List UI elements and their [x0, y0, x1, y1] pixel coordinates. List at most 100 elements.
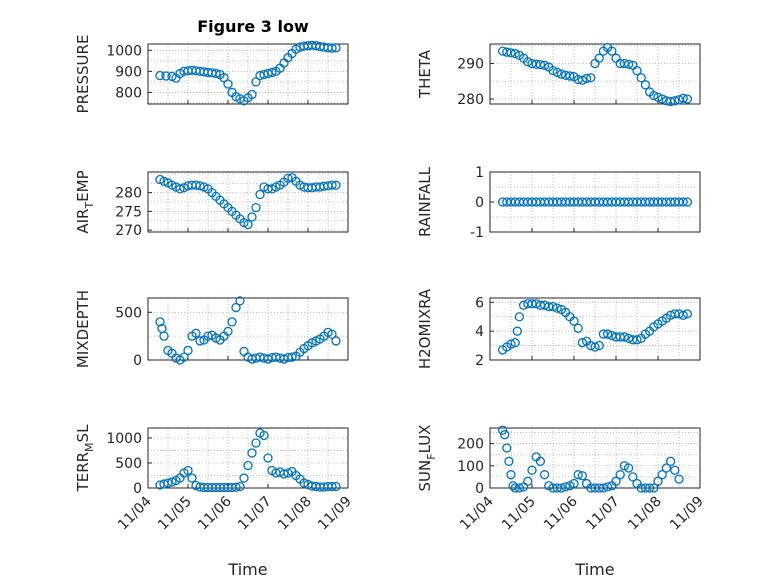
data-point: [283, 468, 293, 478]
subplot-4: 0 500 MIXDEPTH: [74, 290, 349, 369]
x-tick-label: 11/04: [115, 493, 155, 533]
y-tick-label: 2: [475, 353, 484, 369]
data-point: [539, 60, 550, 70]
data-point: [255, 189, 265, 200]
data-point: [331, 180, 341, 190]
y-axis-label: PRESSURE: [74, 35, 92, 114]
data-point: [523, 476, 533, 486]
data-point: [607, 46, 617, 56]
data-point: [640, 80, 651, 90]
data-point: [577, 75, 588, 85]
data-point: [506, 470, 516, 480]
data-point: [657, 470, 667, 480]
data-point: [665, 96, 676, 107]
data-point: [161, 71, 171, 81]
data-point: [682, 309, 693, 319]
axes-border: [147, 43, 349, 105]
data-point: [187, 473, 197, 483]
data-point: [227, 317, 237, 327]
data-point: [514, 312, 525, 322]
figure-title: Figure 3 low: [197, 17, 309, 36]
y-tick-label: 200: [457, 437, 484, 453]
data-point: [602, 482, 613, 492]
y-axis-label: RAINFALL: [416, 166, 434, 237]
data-point: [231, 302, 241, 313]
data-point: [678, 197, 688, 207]
data-point: [223, 326, 233, 337]
data-point: [636, 73, 646, 83]
data-point: [649, 483, 659, 493]
data-point: [183, 465, 193, 476]
data-point: [628, 472, 638, 482]
data-point: [243, 460, 253, 471]
data-point: [231, 482, 241, 492]
y-tick-label: 0: [133, 353, 142, 369]
data-point: [167, 477, 177, 487]
data-point: [560, 482, 571, 492]
data-point: [179, 352, 189, 362]
y-tick-label: 4: [475, 324, 484, 340]
data-point: [327, 481, 337, 492]
data-point: [506, 48, 516, 58]
data-point: [523, 57, 533, 67]
data-point: [251, 202, 261, 213]
y-tick-label: 275: [115, 204, 142, 220]
data-point: [247, 212, 257, 222]
data-point: [586, 73, 596, 83]
data-point: [615, 470, 625, 480]
data-point: [632, 65, 642, 76]
y-tick-label: 270: [115, 223, 142, 239]
data-point: [497, 425, 508, 435]
data-point: [602, 329, 613, 339]
data-point: [331, 481, 341, 492]
data-point: [573, 323, 583, 333]
x-tick-label: 11/05: [155, 494, 195, 534]
data-point: [327, 329, 337, 339]
data-point: [500, 430, 510, 440]
data-point: [506, 339, 516, 349]
y-axis-label: THETA: [416, 49, 434, 99]
subplot-7: 0 100 200 11/04 11/05 11/06 11/07 11/08 11/09 SUN…: [416, 425, 707, 579]
data-point: [504, 456, 514, 466]
data-point: [327, 180, 337, 190]
data-point: [590, 342, 600, 352]
y-tick-label: 290: [457, 57, 484, 73]
x-tick-label: 11/05: [499, 494, 539, 534]
data-point: [556, 483, 567, 493]
data-point: [581, 73, 592, 84]
axes-border: [489, 43, 701, 105]
data-point: [514, 483, 525, 493]
y-tick-label: 500: [115, 456, 142, 472]
data-point: [548, 302, 558, 312]
data-point: [283, 173, 293, 184]
data-point: [239, 473, 249, 483]
data-point: [577, 471, 588, 481]
data-point: [594, 53, 604, 63]
data-point: [623, 59, 634, 69]
data-point: [653, 92, 663, 102]
x-tick-label: 11/09: [315, 494, 355, 534]
data-point: [159, 331, 169, 341]
x-axis-label: Time: [574, 560, 614, 579]
data-point: [577, 338, 588, 348]
y-tick-label: 1000: [106, 431, 142, 447]
data-point: [649, 90, 659, 101]
data-point: [331, 43, 341, 53]
data-point: [682, 94, 693, 104]
data-point: [619, 332, 630, 342]
y-axis-label: SUNFLUX: [416, 425, 438, 492]
data-point: [623, 463, 634, 473]
y-tick-label: 0: [475, 195, 484, 211]
data-point: [267, 67, 277, 78]
data-point: [195, 181, 205, 191]
y-axis-label: AIRTEMP: [74, 170, 96, 233]
data-point: [552, 67, 562, 78]
data-point: [611, 476, 621, 486]
data-point: [670, 465, 680, 475]
data-point: [183, 345, 193, 356]
subplot-0: 800 900 1000 PRESSURE: [74, 35, 349, 114]
y-tick-label: 0: [475, 481, 484, 497]
data-point: [508, 481, 518, 491]
data-point: [287, 352, 297, 362]
